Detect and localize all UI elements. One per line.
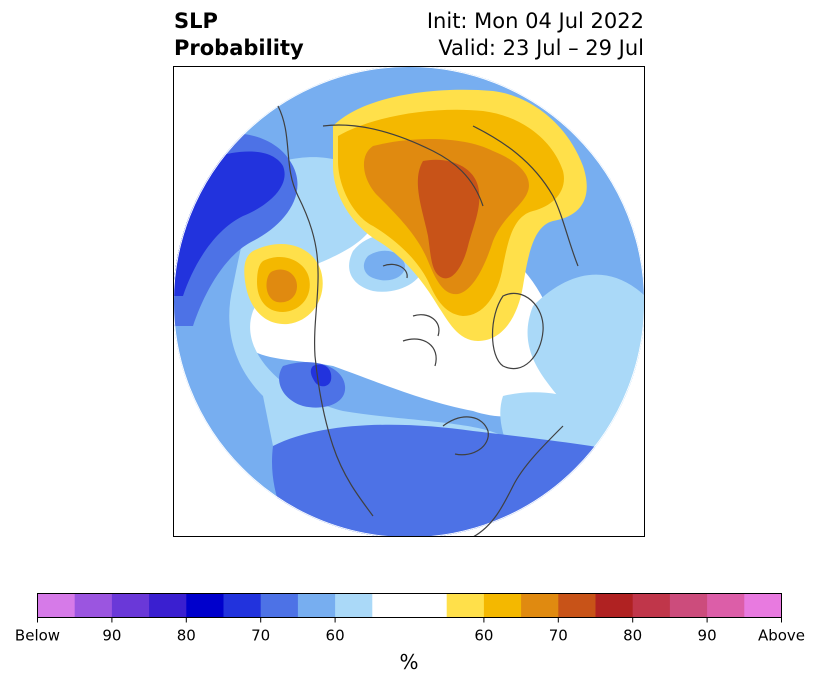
title-product: Probability (174, 36, 304, 60)
colorbar-swatches (37, 593, 782, 618)
colorbar-swatch (297, 593, 336, 618)
colorbar-tick-label: 80 (623, 627, 642, 645)
probability-map (173, 66, 645, 537)
colorbar-tick-label: Above (758, 627, 805, 645)
colorbar-swatch (595, 593, 634, 618)
coast-alaska (277, 105, 319, 357)
colorbar-tick-label: 70 (251, 627, 270, 645)
coast-europe (472, 125, 579, 267)
colorbar-swatch (37, 593, 76, 618)
colorbar-tick-label: 70 (549, 627, 568, 645)
colorbar-tick-label: 90 (102, 627, 121, 645)
colorbar-swatch (260, 593, 299, 618)
colorbar-swatch (372, 593, 410, 618)
colorbar: Below 90 80 70 60 60 70 80 90 Above % (15, 593, 805, 674)
colorbar-swatch (74, 593, 113, 618)
deep-blue-west-coast (310, 364, 332, 387)
colorbar-tick-label: 90 (698, 627, 717, 645)
colorbar-swatch (669, 593, 708, 618)
rust-positive-core (417, 159, 480, 279)
init-date: Init: Mon 04 Jul 2022 (426, 9, 644, 33)
colorbar-tick-label: 80 (177, 627, 196, 645)
colorbar-swatch (483, 593, 522, 618)
colorbar-ticks: Below 90 80 70 60 60 70 80 90 Above (15, 617, 805, 645)
coast-arctic-islands (382, 263, 440, 367)
colorbar-swatch (558, 593, 596, 618)
colorbar-unit: % (399, 650, 418, 674)
coast-hudson-bay (442, 416, 489, 456)
colorbar-tick-label: Below (15, 627, 60, 645)
coast-north-america-east (472, 425, 564, 537)
coastlines (277, 105, 579, 537)
chart-title: SLP Probability (174, 8, 304, 62)
colorbar-swatch (744, 593, 782, 618)
colorbar-swatch (223, 593, 262, 618)
forecast-dates: Init: Mon 04 Jul 2022 Valid: 23 Jul – 29… (427, 8, 644, 62)
colorbar-swatch (521, 593, 559, 618)
colorbar-swatch (707, 593, 745, 618)
colorbar-swatch (149, 593, 187, 618)
map-frame (173, 66, 645, 537)
title-variable: SLP (174, 9, 218, 33)
coast-siberia (322, 124, 484, 207)
valid-range: Valid: 23 Jul – 29 Jul (438, 36, 644, 60)
colorbar-swatch (409, 593, 448, 618)
colorbar-frame (37, 593, 782, 618)
light-blue-band-east (527, 274, 645, 431)
colorbar-swatch (632, 593, 671, 618)
coast-north-america-west (314, 355, 374, 517)
colorbar-tick-label: 60 (474, 627, 493, 645)
coast-greenland (491, 292, 544, 370)
colorbar-swatch (186, 593, 224, 618)
colorbar-tick-label: 60 (326, 627, 345, 645)
orange-aleutian-core (266, 269, 297, 303)
colorbar-swatch (335, 593, 373, 618)
colorbar-swatch (446, 593, 485, 618)
colorbar-swatch (111, 593, 150, 618)
